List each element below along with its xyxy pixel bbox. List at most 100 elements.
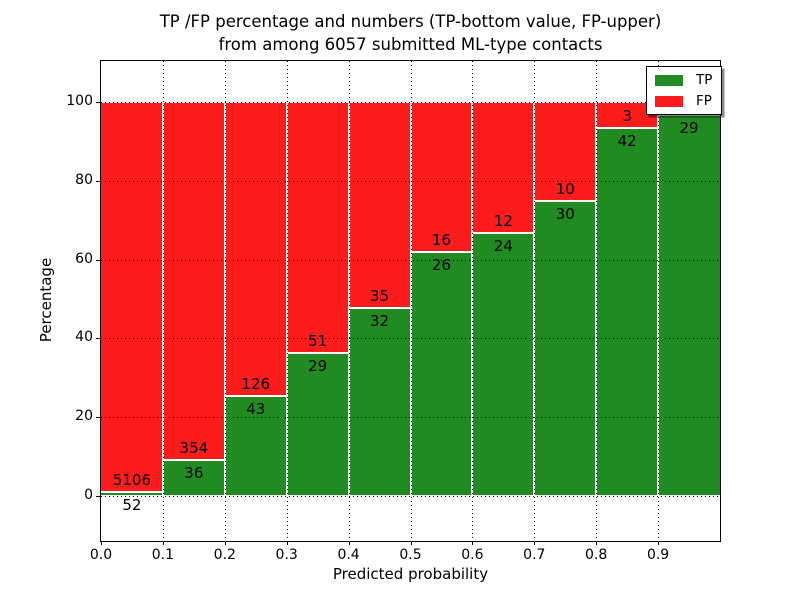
bar-boundary-edge-9 xyxy=(658,114,720,117)
tp-count-label-0: 52 xyxy=(122,496,142,515)
bar-segment-tp-5 xyxy=(410,252,473,497)
x-tick-mark-0.1 xyxy=(163,541,164,545)
gridline-x-0.6 xyxy=(472,61,473,541)
x-tick-label-0.9: 0.9 xyxy=(646,547,670,563)
fp-count-label-5: 16 xyxy=(431,231,451,250)
gridline-y-40 xyxy=(101,338,720,339)
legend-swatch-fp xyxy=(655,95,683,107)
bar-segment-tp-3 xyxy=(286,353,349,497)
tp-count-label-1: 36 xyxy=(184,463,204,482)
x-tick-mark-0.2 xyxy=(225,541,226,545)
legend: TP FP xyxy=(646,66,723,115)
gridline-x-0.1 xyxy=(163,61,164,541)
tp-count-label-3: 29 xyxy=(308,357,328,376)
gridline-x-0.8 xyxy=(596,61,597,541)
chart-title-line2: from among 6057 submitted ML-type contac… xyxy=(218,35,603,54)
fp-count-label-4: 35 xyxy=(370,286,390,305)
tp-count-label-5: 26 xyxy=(431,256,451,275)
plot-area: 0 20 40 60 80 100 0.0 0.1 0.2 0.3 0.4 0.5 0.6 0.7 0.8 0… xyxy=(66,60,721,563)
y-tick-label-80: 80 xyxy=(75,171,93,188)
legend-swatch-tp xyxy=(655,74,683,86)
x-axis-title: Predicted probability xyxy=(332,565,489,583)
bar-segment-fp-7 xyxy=(534,101,597,201)
y-tick-label-100: 100 xyxy=(66,92,93,109)
tp-count-label-2: 43 xyxy=(246,399,266,418)
bar-boundary-edge-2 xyxy=(224,394,287,397)
fp-count-label-8: 3 xyxy=(622,107,632,126)
bar-vertical-edge-5 xyxy=(409,100,412,498)
bar-segment-tp-8 xyxy=(596,128,659,497)
tp-count-label-4: 32 xyxy=(370,311,390,330)
gridline-y-80 xyxy=(101,181,720,182)
legend-label-fp: FP xyxy=(696,93,712,109)
fp-count-label-3: 51 xyxy=(308,332,328,351)
bar-segment-fp-3 xyxy=(286,101,349,354)
bar-boundary-edge-0 xyxy=(101,491,163,494)
bar-segment-fp-1 xyxy=(162,101,225,460)
bar-boundary-edge-3 xyxy=(286,352,349,355)
gridline-x-0.7 xyxy=(534,61,535,541)
x-tick-mark-0.6 xyxy=(472,541,473,545)
bar-boundary-edge-6 xyxy=(472,232,535,235)
x-tick-mark-0.4 xyxy=(349,541,350,545)
gridline-x-0.2 xyxy=(225,61,226,541)
x-tick-label-0.6: 0.6 xyxy=(461,547,484,563)
fp-count-label-1: 354 xyxy=(179,438,209,457)
x-tick-mark-0.9 xyxy=(658,541,659,545)
gridline-x-0.4 xyxy=(349,61,350,541)
y-tick-mark-0 xyxy=(96,496,100,497)
fp-count-label-2: 126 xyxy=(241,374,271,393)
x-tick-label-0.2: 0.2 xyxy=(213,547,236,563)
y-tick-mark-100 xyxy=(96,102,100,103)
x-tick-mark-0.0 xyxy=(101,541,102,545)
x-tick-mark-0.3 xyxy=(287,541,288,545)
bar-segment-tp-6 xyxy=(472,233,535,497)
bar-segment-fp-4 xyxy=(348,101,411,308)
y-tick-mark-40 xyxy=(96,338,100,339)
bar-vertical-edge-1 xyxy=(161,100,164,498)
bar-segment-tp-4 xyxy=(348,307,411,497)
legend-entry-tp: TP xyxy=(655,73,712,87)
bar-segment-tp-9 xyxy=(658,115,720,497)
x-tick-label-0.8: 0.8 xyxy=(585,547,608,563)
x-tick-mark-0.7 xyxy=(534,541,535,545)
x-tick-label-0.4: 0.4 xyxy=(337,547,360,563)
chart-title: TP /FP percentage and numbers (TP-bottom… xyxy=(100,10,721,56)
gridline-x-0.3 xyxy=(287,61,288,541)
bar-segment-tp-7 xyxy=(534,200,597,497)
fp-count-label-7: 10 xyxy=(555,179,575,198)
bar-boundary-edge-7 xyxy=(534,199,597,202)
bar-segment-fp-2 xyxy=(224,101,287,396)
chart-title-line1: TP /FP percentage and numbers (TP-bottom… xyxy=(159,12,662,31)
gridline-y-20 xyxy=(101,417,720,418)
gridline-y-100 xyxy=(101,102,720,103)
y-tick-label-0: 0 xyxy=(84,487,93,504)
legend-entry-fp: FP xyxy=(655,94,712,108)
tp-count-label-8: 42 xyxy=(617,132,637,151)
y-tick-label-40: 40 xyxy=(75,329,93,346)
y-tick-label-20: 20 xyxy=(75,408,93,425)
x-tick-label-0.3: 0.3 xyxy=(275,547,298,563)
gridline-x-0.5 xyxy=(411,61,412,541)
bar-boundary-edge-5 xyxy=(410,251,473,254)
y-tick-mark-20 xyxy=(96,417,100,418)
bar-vertical-edge-2 xyxy=(223,100,226,498)
x-tick-mark-0.5 xyxy=(411,541,412,545)
tp-count-label-6: 24 xyxy=(493,237,513,256)
fp-count-label-6: 12 xyxy=(493,212,513,231)
y-tick-mark-80 xyxy=(96,181,100,182)
gridline-y-0 xyxy=(101,496,720,497)
gridline-x-0.9 xyxy=(658,61,659,541)
y-tick-label-60: 60 xyxy=(75,250,93,267)
x-tick-mark-0.8 xyxy=(596,541,597,545)
x-tick-label-0.7: 0.7 xyxy=(523,547,546,563)
bar-segment-tp-0 xyxy=(101,492,163,497)
bar-segment-tp-2 xyxy=(224,395,287,497)
fp-count-label-0: 5106 xyxy=(112,471,152,490)
x-tick-label-0.0: 0.0 xyxy=(89,547,113,563)
bar-segment-tp-1 xyxy=(162,459,225,497)
gridline-y-60 xyxy=(101,260,720,261)
y-tick-mark-60 xyxy=(96,260,100,261)
bar-vertical-edge-3 xyxy=(285,100,288,498)
